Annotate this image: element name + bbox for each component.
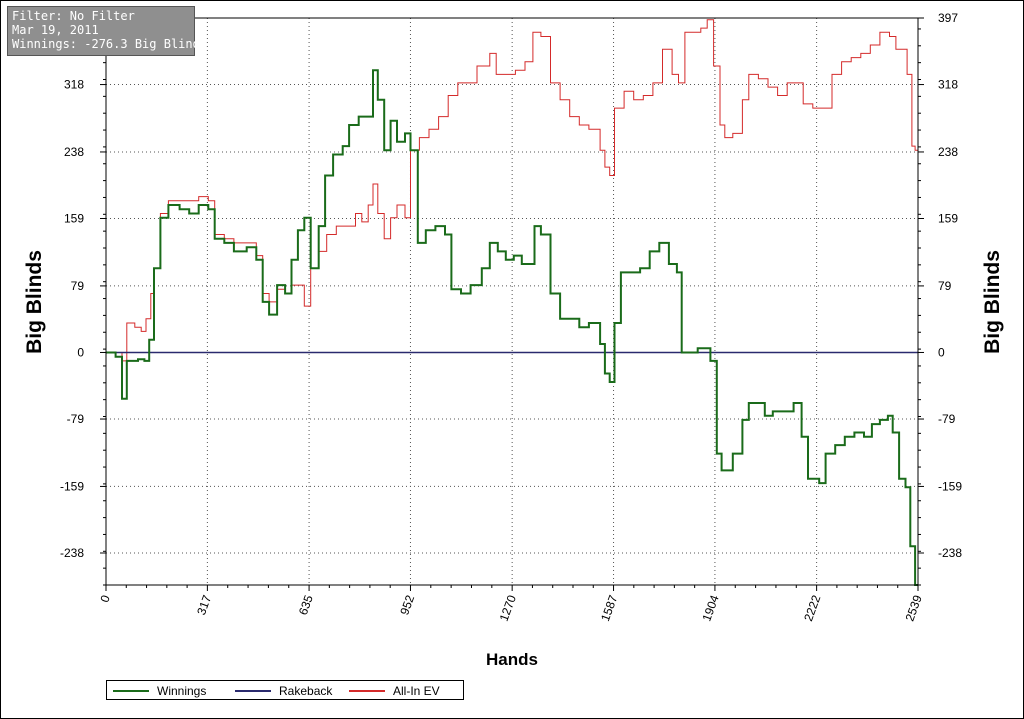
series-line-winnings (106, 69, 918, 586)
legend-item-winnings: Winnings (113, 683, 206, 699)
grid (106, 18, 918, 585)
legend-swatch-rakeback (235, 690, 271, 692)
y-tick-label-left: 318 (64, 78, 84, 92)
x-tick-label: 1270 (497, 593, 519, 623)
x-tick-label: 2222 (801, 593, 823, 623)
plot-area (105, 17, 919, 586)
legend-swatch-winnings (113, 690, 149, 692)
y-tick-label-right: -79 (938, 412, 956, 426)
y-tick-label-right: 79 (938, 279, 952, 293)
y-tick-label-right: 238 (938, 145, 958, 159)
ticks: 0 317 635 952 1270 1587 1904 2222 2539 318 238 159 7… (60, 11, 962, 623)
y-tick-label-left: -159 (60, 479, 84, 493)
legend-swatch-allin-ev (349, 690, 385, 692)
y-tick-label-left: 238 (64, 145, 84, 159)
x-tick-label: 952 (397, 593, 417, 617)
y-tick-label-right: 397 (938, 11, 958, 25)
y-tick-label-right: 318 (938, 78, 958, 92)
legend-label-winnings: Winnings (157, 684, 207, 698)
series-line-all-in-ev (106, 19, 918, 362)
x-tick-label: 0 (97, 593, 113, 604)
legend-label-allin-ev: All-In EV (393, 684, 440, 698)
y-tick-label-right: -238 (938, 546, 962, 560)
date-label: Mar 19, 2011 (12, 23, 99, 37)
y-axis-label-right: Big Blinds (981, 250, 1004, 354)
x-axis-label: Hands (486, 650, 538, 669)
legend-item-allin-ev: All-In EV (349, 683, 440, 699)
x-tick-label: 2539 (903, 593, 925, 623)
y-axis-label-left: Big Blinds (23, 250, 46, 354)
y-tick-label-left: 79 (71, 279, 85, 293)
filter-info-box: Filter: No Filter Mar 19, 2011 Winnings:… (7, 6, 208, 56)
legend-item-rakeback: Rakeback (235, 683, 332, 699)
filter-label: Filter: No Filter (12, 9, 135, 23)
y-tick-label-right: 0 (938, 345, 945, 359)
y-tick-label-left: 0 (77, 345, 84, 359)
legend-label-rakeback: Rakeback (279, 684, 333, 698)
y-tick-label-left: 159 (64, 212, 84, 226)
legend: Winnings Rakeback All-In EV (106, 680, 464, 700)
series-layer (106, 19, 918, 586)
x-tick-label: 1904 (699, 593, 721, 623)
winnings-summary: Winnings: -276.3 Big Blinds (12, 37, 208, 51)
x-tick-label: 1587 (598, 593, 620, 623)
y-tick-label-right: -159 (938, 479, 962, 493)
x-tick-label: 635 (296, 593, 316, 617)
y-tick-label-left: -79 (67, 412, 85, 426)
y-tick-label-left: -238 (60, 546, 84, 560)
x-tick-label: 317 (194, 593, 214, 617)
y-tick-label-right: 159 (938, 212, 958, 226)
